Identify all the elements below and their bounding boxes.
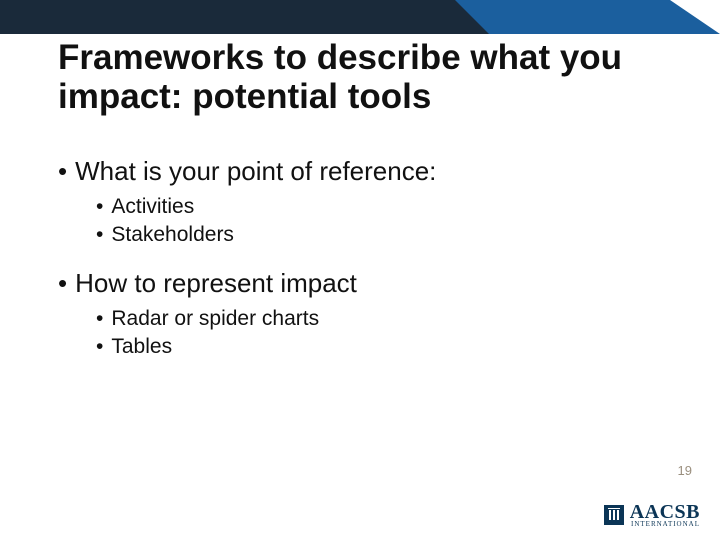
bullet-lvl2-group: • Radar or spider charts • Tables xyxy=(96,305,660,362)
bullet-lvl2: • Tables xyxy=(96,333,660,361)
bullet-text: Activities xyxy=(111,195,194,218)
bullet-marker: • xyxy=(96,307,103,330)
bullet-lvl2-group: • Activities • Stakeholders xyxy=(96,193,660,250)
logo-main: AACSB xyxy=(630,502,700,522)
page-number: 19 xyxy=(678,463,692,478)
header-bar-dark xyxy=(0,0,455,34)
logo-sub: INTERNATIONAL xyxy=(631,521,700,528)
slide-content: • What is your point of reference: • Activ… xyxy=(58,150,660,379)
bullet-marker: • xyxy=(58,268,67,298)
bullet-text: What is your point of reference: xyxy=(75,156,436,186)
bullet-text: Tables xyxy=(111,335,172,358)
bullet-lvl1: • How to represent impact xyxy=(58,268,660,299)
footer-logo: AACSB INTERNATIONAL xyxy=(604,502,700,528)
bullet-marker: • xyxy=(58,156,67,186)
bullet-lvl1: • What is your point of reference: xyxy=(58,156,660,187)
bullet-marker: • xyxy=(96,335,103,358)
bullet-lvl2: • Radar or spider charts xyxy=(96,305,660,333)
logo-mark-icon xyxy=(604,505,624,525)
bullet-text: Radar or spider charts xyxy=(111,307,319,330)
bullet-marker: • xyxy=(96,195,103,218)
bullet-lvl2: • Stakeholders xyxy=(96,221,660,249)
bullet-lvl2: • Activities xyxy=(96,193,660,221)
header-bar xyxy=(0,0,720,34)
bullet-text: Stakeholders xyxy=(111,223,234,246)
logo-text: AACSB INTERNATIONAL xyxy=(630,502,700,528)
bullet-marker: • xyxy=(96,223,103,246)
bullet-text: How to represent impact xyxy=(75,268,357,298)
slide-title: Frameworks to describe what you impact: … xyxy=(58,38,680,116)
